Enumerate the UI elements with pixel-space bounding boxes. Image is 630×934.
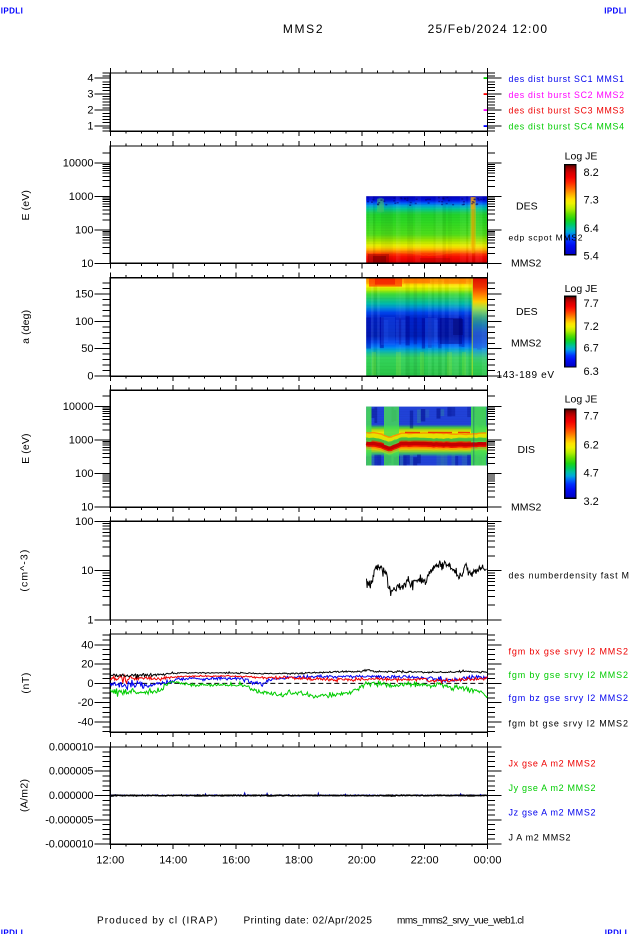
svg-text:fgm by gse srvy l2 MMS2: fgm by gse srvy l2 MMS2 bbox=[509, 670, 629, 680]
svg-text:DIS: DIS bbox=[518, 444, 536, 456]
svg-text:1000: 1000 bbox=[69, 434, 94, 446]
svg-text:MMS2: MMS2 bbox=[511, 257, 541, 269]
svg-text:3: 3 bbox=[87, 89, 93, 101]
svg-text:6.3: 6.3 bbox=[584, 366, 599, 378]
svg-text:mms_mms2_srvy_vue_web1.cl: mms_mms2_srvy_vue_web1.cl bbox=[397, 915, 524, 926]
svg-text:7.7: 7.7 bbox=[584, 411, 599, 423]
svg-text:18:00: 18:00 bbox=[285, 855, 313, 867]
svg-text:12:00: 12:00 bbox=[96, 855, 124, 867]
svg-text:20: 20 bbox=[81, 659, 93, 671]
svg-text:des dist burst SC4 MMS4: des dist burst SC4 MMS4 bbox=[509, 121, 625, 131]
svg-text:MMS2: MMS2 bbox=[283, 22, 323, 36]
svg-text:8.2: 8.2 bbox=[584, 167, 599, 179]
svg-text:E (eV): E (eV) bbox=[20, 190, 32, 220]
svg-text:des dist burst SC1 MMS1: des dist burst SC1 MMS1 bbox=[509, 74, 625, 84]
svg-text:Produced by cl (IRAP): Produced by cl (IRAP) bbox=[97, 915, 218, 926]
svg-text:5.4: 5.4 bbox=[584, 250, 599, 262]
svg-text:14:00: 14:00 bbox=[159, 855, 187, 867]
svg-text:100: 100 bbox=[75, 516, 94, 528]
svg-text:IPDLI: IPDLI bbox=[1, 6, 23, 15]
svg-text:1: 1 bbox=[87, 121, 93, 133]
svg-text:fgm bt gse srvy l2 MMS2: fgm bt gse srvy l2 MMS2 bbox=[509, 719, 629, 729]
svg-text:fgm bx gse srvy l2 MMS2: fgm bx gse srvy l2 MMS2 bbox=[509, 647, 629, 657]
svg-text:150: 150 bbox=[75, 289, 93, 301]
svg-text:4: 4 bbox=[87, 73, 93, 85]
svg-text:edp scpot MMS2: edp scpot MMS2 bbox=[509, 233, 583, 243]
svg-text:25/Feb/2024 12:00: 25/Feb/2024 12:00 bbox=[428, 22, 548, 36]
svg-text:Log JE: Log JE bbox=[565, 283, 598, 295]
svg-text:10: 10 bbox=[81, 502, 93, 514]
svg-text:16:00: 16:00 bbox=[222, 855, 250, 867]
svg-text:MMS2: MMS2 bbox=[511, 338, 541, 350]
svg-text:7.3: 7.3 bbox=[584, 194, 599, 206]
svg-text:10: 10 bbox=[81, 258, 93, 270]
svg-text:DES: DES bbox=[516, 306, 538, 318]
svg-text:a (deg): a (deg) bbox=[20, 310, 32, 344]
svg-text:50: 50 bbox=[81, 343, 93, 355]
svg-text:0: 0 bbox=[87, 678, 93, 690]
svg-text:100: 100 bbox=[75, 316, 94, 328]
svg-text:6.2: 6.2 bbox=[584, 439, 599, 451]
svg-text:00:00: 00:00 bbox=[474, 855, 502, 867]
svg-text:Log JE: Log JE bbox=[565, 151, 598, 163]
svg-text:IPDLI: IPDLI bbox=[1, 928, 23, 934]
svg-text:Printing date: 02/Apr/2025: Printing date: 02/Apr/2025 bbox=[244, 915, 373, 926]
svg-text:10000: 10000 bbox=[63, 401, 94, 413]
svg-text:des dist burst SC3 MMS3: des dist burst SC3 MMS3 bbox=[509, 106, 625, 116]
svg-text:-40: -40 bbox=[78, 717, 94, 729]
svg-text:Jx gse A m2 MMS2: Jx gse A m2 MMS2 bbox=[509, 759, 596, 769]
svg-text:1: 1 bbox=[87, 615, 93, 627]
svg-text:10000: 10000 bbox=[63, 158, 94, 170]
svg-text:3.2: 3.2 bbox=[584, 496, 599, 508]
svg-text:0.000000: 0.000000 bbox=[49, 790, 94, 802]
svg-text:143-189 eV: 143-189 eV bbox=[497, 370, 555, 381]
svg-text:J A m2 MMS2: J A m2 MMS2 bbox=[509, 832, 571, 842]
svg-text:40: 40 bbox=[81, 639, 93, 651]
svg-text:100: 100 bbox=[75, 224, 94, 236]
svg-text:fgm bz gse srvy l2 MMS2: fgm bz gse srvy l2 MMS2 bbox=[509, 693, 629, 703]
svg-text:des dist burst SC2 MMS2: des dist burst SC2 MMS2 bbox=[509, 90, 625, 100]
svg-text:(cm^-3): (cm^-3) bbox=[19, 550, 31, 592]
svg-text:-20: -20 bbox=[78, 697, 94, 709]
svg-text:MMS2: MMS2 bbox=[511, 502, 541, 514]
svg-text:4.7: 4.7 bbox=[584, 468, 599, 480]
svg-text:des numberdensity fast M: des numberdensity fast M bbox=[509, 571, 630, 581]
svg-text:IPDLI: IPDLI bbox=[604, 6, 626, 15]
svg-text:20:00: 20:00 bbox=[348, 855, 376, 867]
svg-text:2: 2 bbox=[87, 105, 93, 117]
svg-text:Jz gse A m2 MMS2: Jz gse A m2 MMS2 bbox=[509, 807, 596, 817]
svg-text:10: 10 bbox=[81, 565, 93, 577]
svg-text:7.2: 7.2 bbox=[584, 321, 599, 333]
svg-text:6.7: 6.7 bbox=[584, 343, 599, 355]
svg-text:-0.000010: -0.000010 bbox=[45, 839, 93, 851]
svg-text:IPDLI: IPDLI bbox=[605, 928, 627, 934]
svg-text:E (eV): E (eV) bbox=[20, 434, 32, 464]
svg-text:0.000010: 0.000010 bbox=[49, 741, 94, 753]
svg-text:Log JE: Log JE bbox=[565, 393, 598, 405]
svg-text:-0.000005: -0.000005 bbox=[45, 814, 93, 826]
svg-text:0: 0 bbox=[87, 371, 93, 383]
svg-text:0.000005: 0.000005 bbox=[49, 766, 94, 778]
svg-text:7.7: 7.7 bbox=[584, 298, 599, 310]
svg-text:1000: 1000 bbox=[69, 191, 94, 203]
svg-text:100: 100 bbox=[75, 468, 94, 480]
svg-text:(A/m2): (A/m2) bbox=[19, 779, 31, 812]
svg-text:(nT): (nT) bbox=[20, 673, 32, 694]
svg-text:DES: DES bbox=[516, 200, 538, 212]
svg-text:6.4: 6.4 bbox=[584, 223, 599, 235]
svg-text:Jy gse A m2 MMS2: Jy gse A m2 MMS2 bbox=[509, 783, 596, 793]
svg-text:22:00: 22:00 bbox=[411, 855, 439, 867]
